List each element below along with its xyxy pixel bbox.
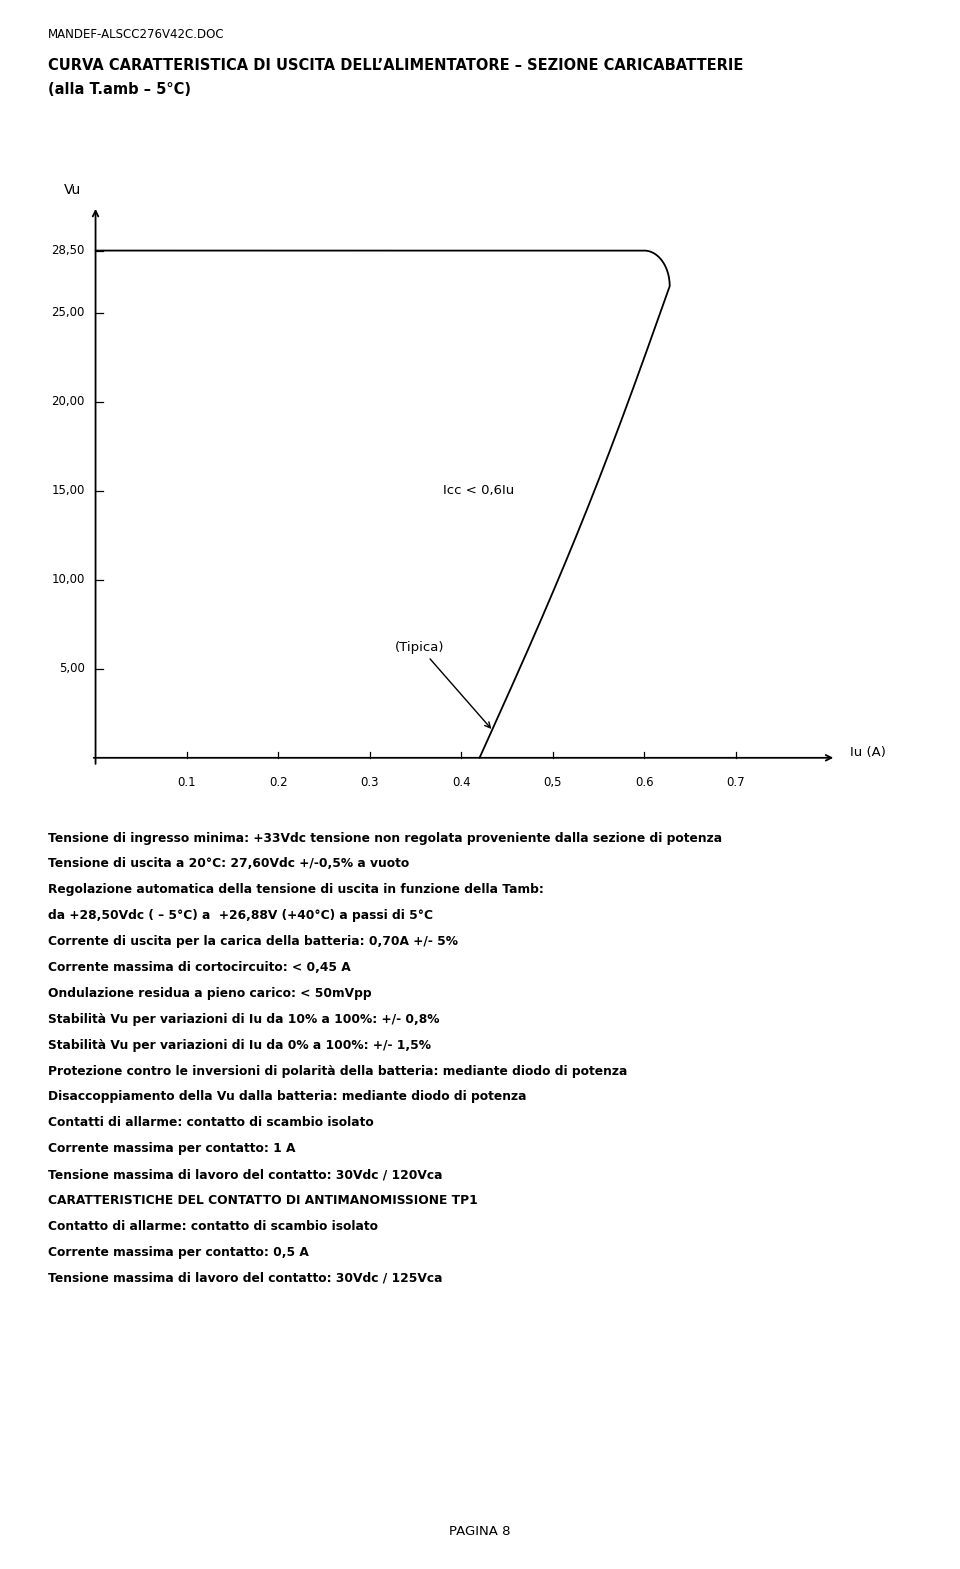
- Text: 10,00: 10,00: [51, 573, 84, 587]
- Text: Corrente massima per contatto: 1 A: Corrente massima per contatto: 1 A: [48, 1142, 296, 1155]
- Text: CARATTERISTICHE DEL CONTATTO DI ANTIMANOMISSIONE TP1: CARATTERISTICHE DEL CONTATTO DI ANTIMANO…: [48, 1194, 478, 1207]
- Text: Stabilità Vu per variazioni di Iu da 0% a 100%: +/- 1,5%: Stabilità Vu per variazioni di Iu da 0% …: [48, 1039, 431, 1051]
- Text: 25,00: 25,00: [51, 306, 84, 320]
- Text: 0.6: 0.6: [635, 775, 654, 789]
- Text: Tensione massima di lavoro del contatto: 30Vdc / 120Vca: Tensione massima di lavoro del contatto:…: [48, 1167, 443, 1181]
- Text: (Tipica): (Tipica): [396, 642, 491, 728]
- Text: PAGINA 8: PAGINA 8: [449, 1525, 511, 1538]
- Text: Ondulazione residua a pieno carico: < 50mVpp: Ondulazione residua a pieno carico: < 50…: [48, 987, 372, 999]
- Text: Tensione di ingresso minima: +33Vdc tensione non regolata proveniente dalla sezi: Tensione di ingresso minima: +33Vdc tens…: [48, 832, 722, 844]
- Text: Tensione di uscita a 20°C: 27,60Vdc +/-0,5% a vuoto: Tensione di uscita a 20°C: 27,60Vdc +/-0…: [48, 857, 409, 871]
- Text: 0.4: 0.4: [452, 775, 470, 789]
- Text: 0.2: 0.2: [269, 775, 288, 789]
- Text: Contatti di allarme: contatto di scambio isolato: Contatti di allarme: contatto di scambio…: [48, 1117, 373, 1130]
- Text: Contatto di allarme: contatto di scambio isolato: Contatto di allarme: contatto di scambio…: [48, 1221, 378, 1233]
- Text: 0,5: 0,5: [543, 775, 562, 789]
- Text: Protezione contro le inversioni di polarità della batteria: mediante diodo di po: Protezione contro le inversioni di polar…: [48, 1065, 628, 1078]
- Text: Disaccoppiamento della Vu dalla batteria: mediante diodo di potenza: Disaccoppiamento della Vu dalla batteria…: [48, 1090, 526, 1103]
- Text: 15,00: 15,00: [51, 485, 84, 497]
- Text: Stabilità Vu per variazioni di Iu da 10% a 100%: +/- 0,8%: Stabilità Vu per variazioni di Iu da 10%…: [48, 1014, 440, 1026]
- Text: 0.7: 0.7: [726, 775, 745, 789]
- Text: CURVA CARATTERISTICA DI USCITA DELL’ALIMENTATORE – SEZIONE CARICABATTERIE: CURVA CARATTERISTICA DI USCITA DELL’ALIM…: [48, 58, 743, 74]
- Text: 0.1: 0.1: [178, 775, 196, 789]
- Text: Iu (A): Iu (A): [850, 745, 886, 759]
- Text: Corrente di uscita per la carica della batteria: 0,70A +/- 5%: Corrente di uscita per la carica della b…: [48, 935, 458, 948]
- Text: 20,00: 20,00: [51, 395, 84, 408]
- Text: da +28,50Vdc ( – 5°C) a  +26,88V (+40°C) a passi di 5°C: da +28,50Vdc ( – 5°C) a +26,88V (+40°C) …: [48, 910, 433, 923]
- Text: (alla T.amb – 5°C): (alla T.amb – 5°C): [48, 82, 191, 97]
- Text: Corrente massima per contatto: 0,5 A: Corrente massima per contatto: 0,5 A: [48, 1246, 309, 1258]
- Text: 28,50: 28,50: [51, 245, 84, 257]
- Text: MANDEF-ALSCC276V42C.DOC: MANDEF-ALSCC276V42C.DOC: [48, 28, 225, 41]
- Text: 0.3: 0.3: [361, 775, 379, 789]
- Text: Corrente massima di cortocircuito: < 0,45 A: Corrente massima di cortocircuito: < 0,4…: [48, 960, 350, 974]
- Text: 5,00: 5,00: [59, 662, 84, 675]
- Text: Regolazione automatica della tensione di uscita in funzione della Tamb:: Regolazione automatica della tensione di…: [48, 883, 544, 896]
- Text: Icc < 0,6Iu: Icc < 0,6Iu: [443, 485, 515, 497]
- Text: Tensione massima di lavoro del contatto: 30Vdc / 125Vca: Tensione massima di lavoro del contatto:…: [48, 1271, 443, 1285]
- Text: Vu: Vu: [64, 184, 82, 198]
